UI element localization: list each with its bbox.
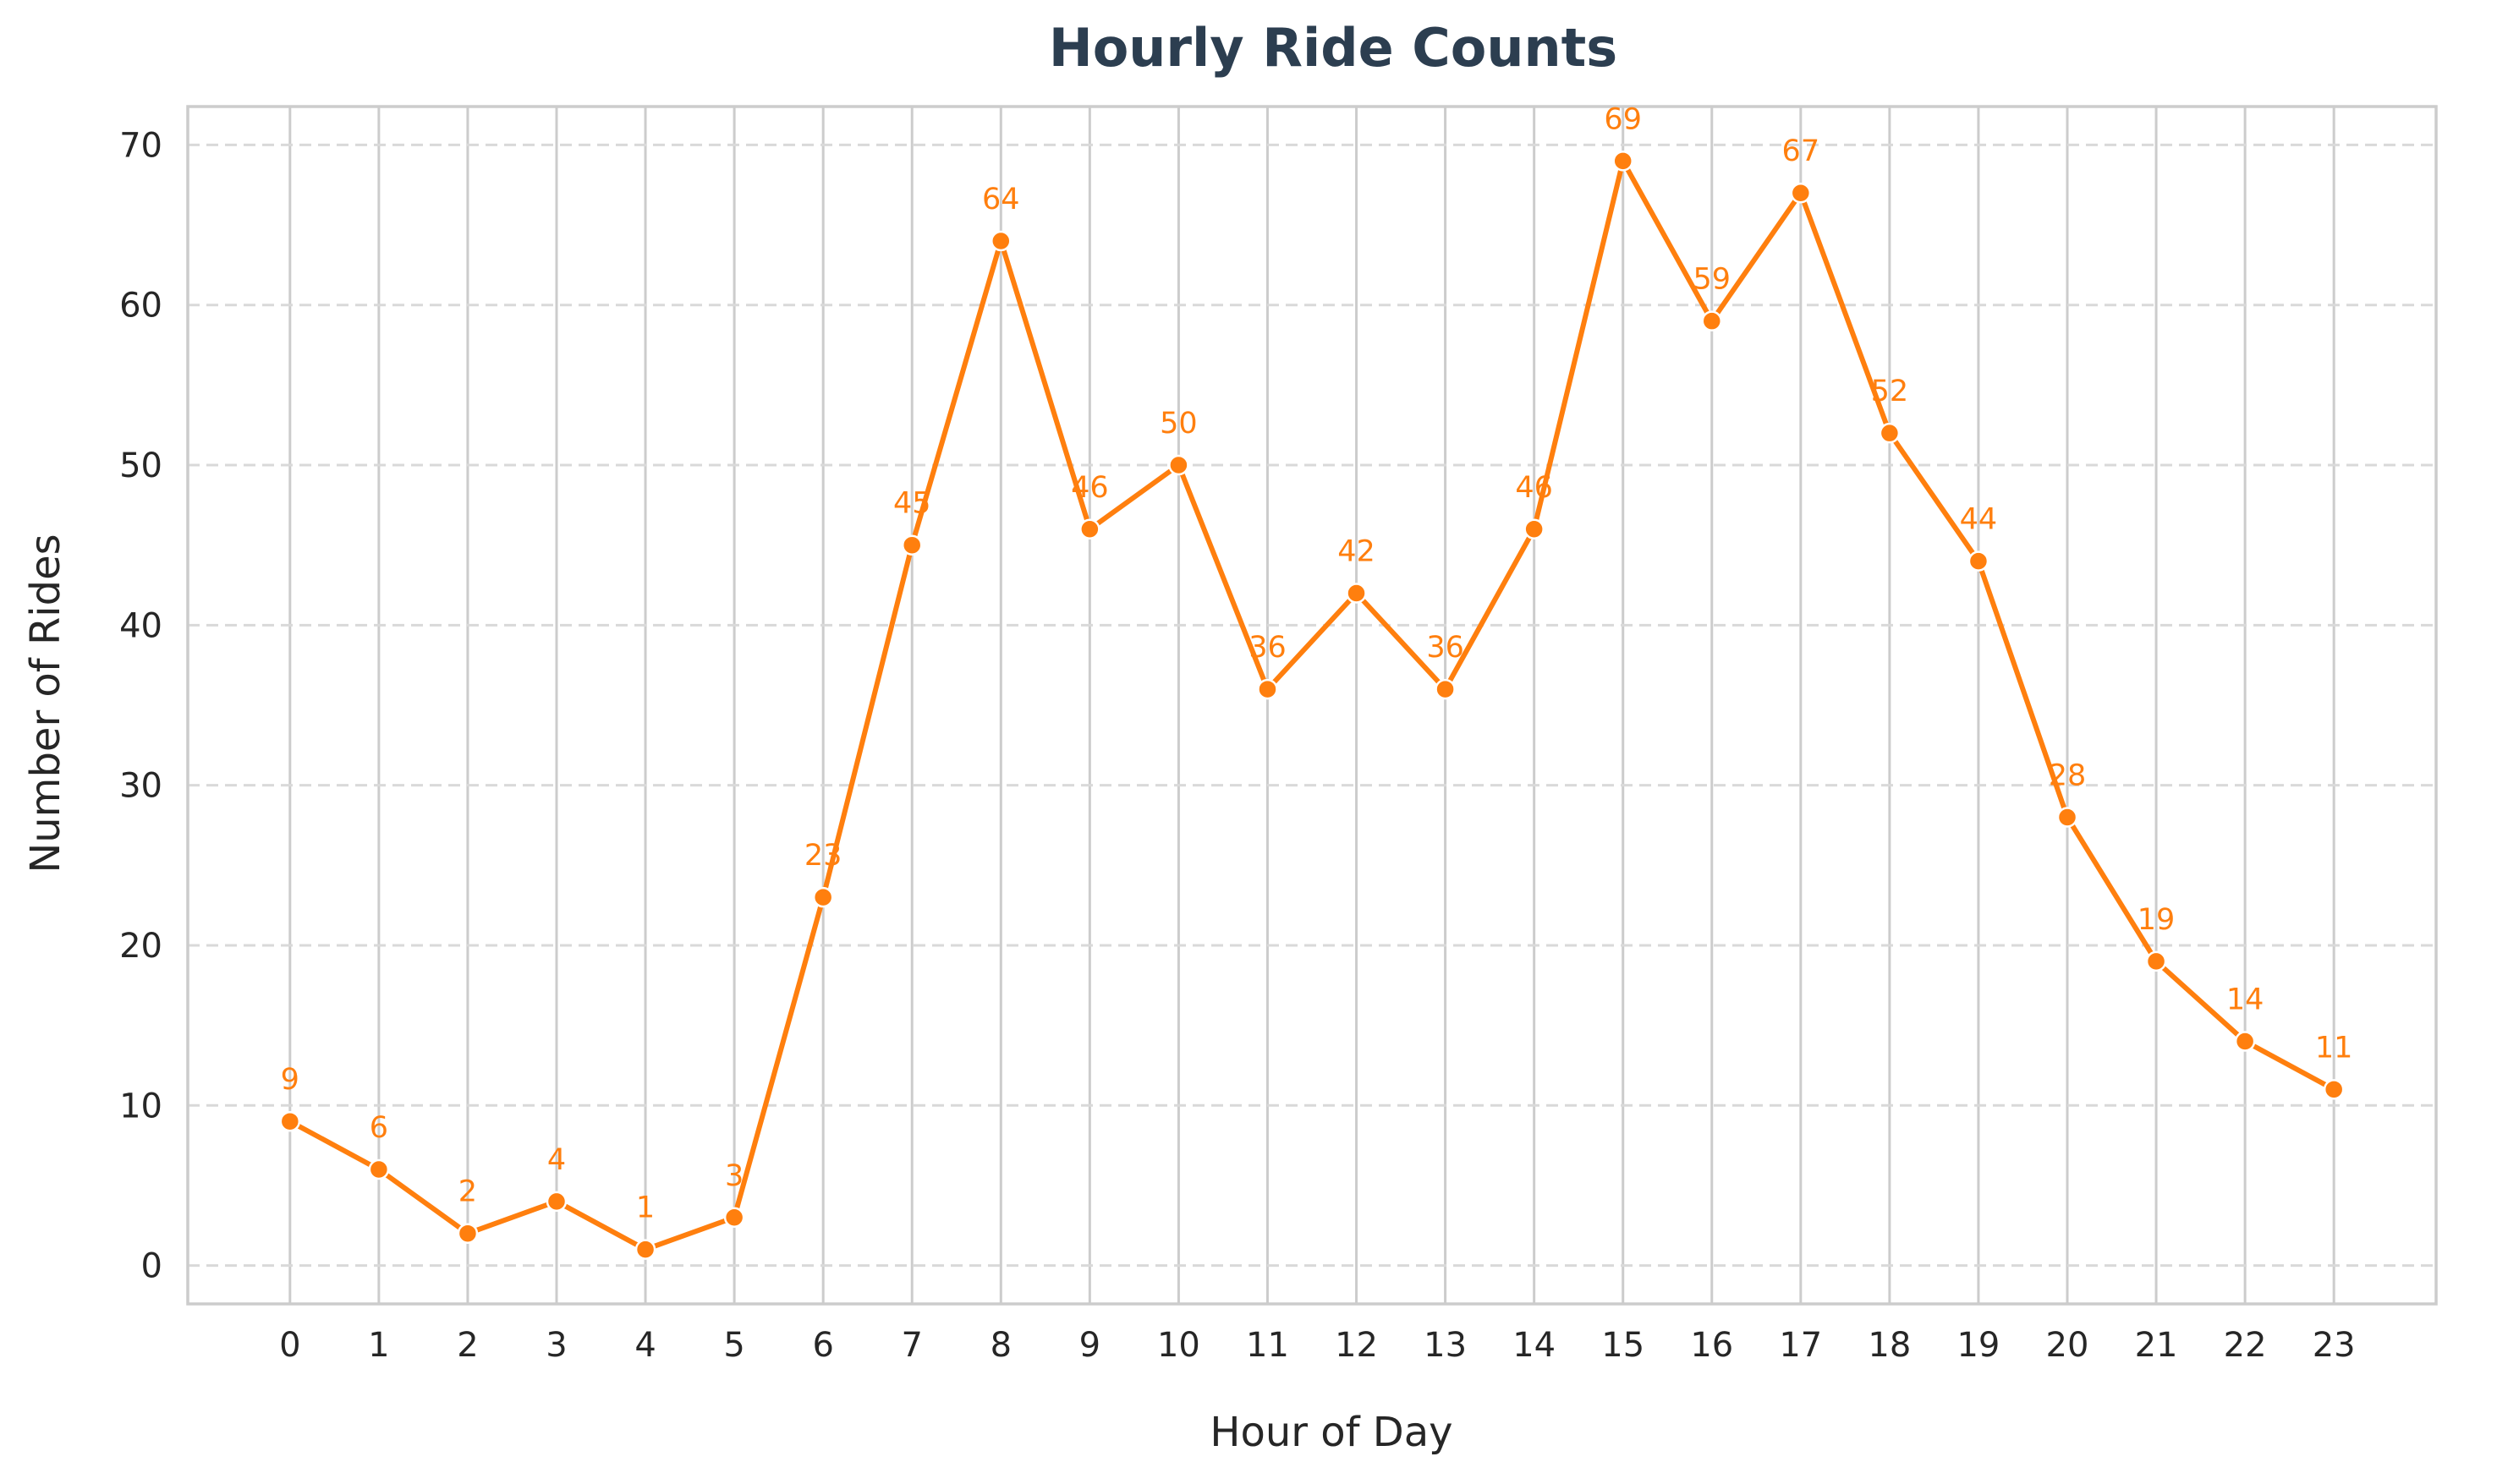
x-tick-label: 13	[1424, 1326, 1467, 1365]
data-point-marker	[1346, 583, 1367, 604]
x-tick-label: 12	[1335, 1326, 1378, 1365]
y-axis-label: Number of Rides	[22, 534, 69, 873]
x-axis-label: Hour of Day	[1210, 1409, 1452, 1456]
data-markers	[279, 151, 2345, 1260]
data-label: 9	[281, 1063, 299, 1097]
data-point-marker	[1079, 518, 1100, 540]
x-tick-labels: 0 1 2 3 4 5 6 7 8 9 10 11 12 13 14 15 16 17 18 19 20 21 22 23	[279, 1326, 2356, 1365]
data-point-marker	[1967, 550, 1989, 572]
data-point-marker	[279, 1110, 301, 1132]
data-label: 46	[1515, 471, 1553, 505]
x-tick-label: 15	[1601, 1326, 1644, 1365]
x-tick-label: 14	[1512, 1326, 1556, 1365]
x-tick-label: 23	[2313, 1326, 2356, 1365]
data-point-marker	[2145, 950, 2167, 972]
data-label: 11	[2315, 1031, 2353, 1065]
y-tick-label: 0	[141, 1247, 162, 1286]
x-tick-label: 22	[2224, 1326, 2267, 1365]
data-point-marker	[901, 534, 923, 556]
data-label: 64	[982, 183, 1020, 216]
data-label: 6	[370, 1111, 388, 1145]
data-point-marker	[2323, 1079, 2345, 1100]
x-tick-label: 1	[368, 1326, 389, 1365]
x-tick-label: 16	[1690, 1326, 1733, 1365]
data-point-marker	[1168, 454, 1189, 476]
data-point-marker	[368, 1158, 390, 1180]
x-tick-label: 9	[1079, 1326, 1100, 1365]
data-label: 59	[1693, 263, 1731, 297]
y-tick-label: 50	[119, 446, 162, 485]
x-tick-label: 7	[902, 1326, 923, 1365]
x-tick-label: 0	[279, 1326, 300, 1365]
data-label: 42	[1337, 534, 1375, 568]
data-label: 44	[1960, 503, 1998, 537]
data-point-marker	[1790, 182, 1812, 204]
data-label: 67	[1782, 134, 1820, 168]
data-point-marker	[457, 1223, 479, 1244]
chart-title: Hourly Ride Counts	[1049, 17, 1617, 79]
data-label: 23	[804, 839, 842, 873]
data-point-marker	[2056, 807, 2078, 828]
data-labels: 9 6 2 4 1 3 23 45 64 46 50 36 42 36 46 69 59 67 52 44 28 19 14…	[281, 102, 2353, 1224]
data-point-marker	[723, 1207, 745, 1229]
data-point-marker	[2234, 1031, 2256, 1052]
data-label: 69	[1604, 102, 1642, 136]
y-tick-label: 40	[119, 606, 162, 645]
x-tick-label: 5	[723, 1326, 744, 1365]
data-point-marker	[812, 886, 834, 908]
data-label: 14	[2226, 983, 2264, 1017]
data-label: 46	[1071, 471, 1109, 505]
y-tick-label: 10	[119, 1087, 162, 1125]
data-label: 52	[1871, 375, 1909, 408]
x-tick-label: 17	[1779, 1326, 1822, 1365]
x-tick-label: 6	[812, 1326, 833, 1365]
grid-layer	[188, 107, 2436, 1304]
data-label: 2	[458, 1175, 477, 1209]
data-point-marker	[546, 1191, 568, 1213]
y-tick-label: 60	[119, 287, 162, 326]
x-tick-label: 11	[1246, 1326, 1289, 1365]
series-line	[287, 158, 2337, 1252]
x-tick-label: 8	[991, 1326, 1012, 1365]
x-tick-label: 4	[634, 1326, 656, 1365]
x-tick-label: 18	[1868, 1326, 1911, 1365]
data-label: 4	[547, 1143, 566, 1177]
data-point-marker	[1435, 678, 1456, 700]
data-label: 45	[893, 487, 931, 521]
y-tick-label: 30	[119, 767, 162, 806]
data-label: 36	[1426, 631, 1464, 665]
x-tick-label: 2	[457, 1326, 478, 1365]
data-label: 3	[725, 1159, 744, 1193]
data-label: 19	[2138, 903, 2176, 937]
data-point-marker	[991, 230, 1012, 252]
data-point-marker	[634, 1239, 656, 1260]
data-point-marker	[1701, 310, 1723, 331]
data-point-marker	[1612, 151, 1633, 172]
y-tick-label: 20	[119, 927, 162, 966]
data-point-marker	[1523, 518, 1545, 540]
x-tick-label: 3	[546, 1326, 567, 1365]
x-tick-label: 20	[2046, 1326, 2089, 1365]
data-label: 1	[636, 1191, 655, 1225]
data-point-marker	[1879, 422, 1901, 444]
y-tick-label: 70	[119, 126, 162, 165]
y-tick-labels: 0 10 20 30 40 50 60 70	[119, 126, 162, 1285]
data-point-marker	[1257, 678, 1278, 700]
x-tick-label: 19	[1956, 1326, 2000, 1365]
plot-area-frame	[186, 105, 2438, 1306]
data-label: 36	[1248, 631, 1287, 665]
x-tick-label: 21	[2135, 1326, 2178, 1365]
data-label: 50	[1160, 407, 1198, 441]
data-label: 28	[2049, 759, 2087, 793]
x-tick-label: 10	[1157, 1326, 1200, 1365]
